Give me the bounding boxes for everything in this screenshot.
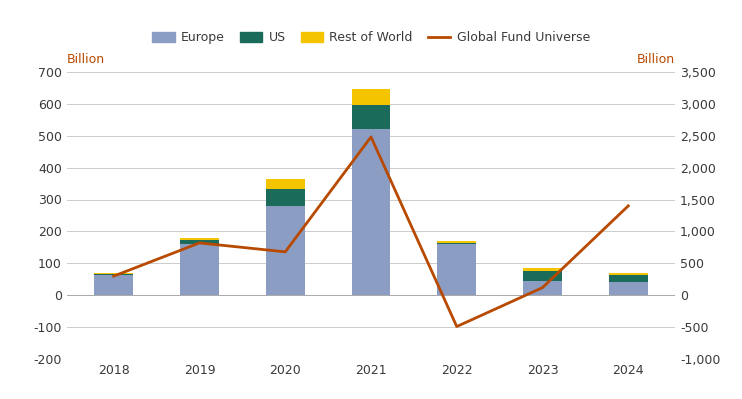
Legend: Europe, US, Rest of World, Global Fund Universe: Europe, US, Rest of World, Global Fund U… xyxy=(147,26,595,49)
Text: Billion: Billion xyxy=(67,53,105,66)
Bar xyxy=(94,273,133,274)
Bar xyxy=(352,89,390,105)
Bar xyxy=(438,243,476,244)
Bar xyxy=(609,275,648,295)
Bar xyxy=(180,238,219,240)
Bar xyxy=(523,271,562,281)
Bar xyxy=(352,129,390,295)
Bar xyxy=(438,241,476,243)
Bar xyxy=(266,206,304,295)
Bar xyxy=(180,240,219,243)
Bar xyxy=(609,275,648,282)
Bar xyxy=(523,268,562,271)
Bar xyxy=(94,275,133,295)
Bar xyxy=(523,271,562,295)
Bar xyxy=(609,273,648,275)
Bar xyxy=(180,243,219,295)
Bar xyxy=(266,179,304,189)
Bar xyxy=(266,189,304,206)
Bar xyxy=(438,244,476,295)
Text: Billion: Billion xyxy=(637,53,675,66)
Bar xyxy=(94,274,133,275)
Bar xyxy=(352,105,390,129)
